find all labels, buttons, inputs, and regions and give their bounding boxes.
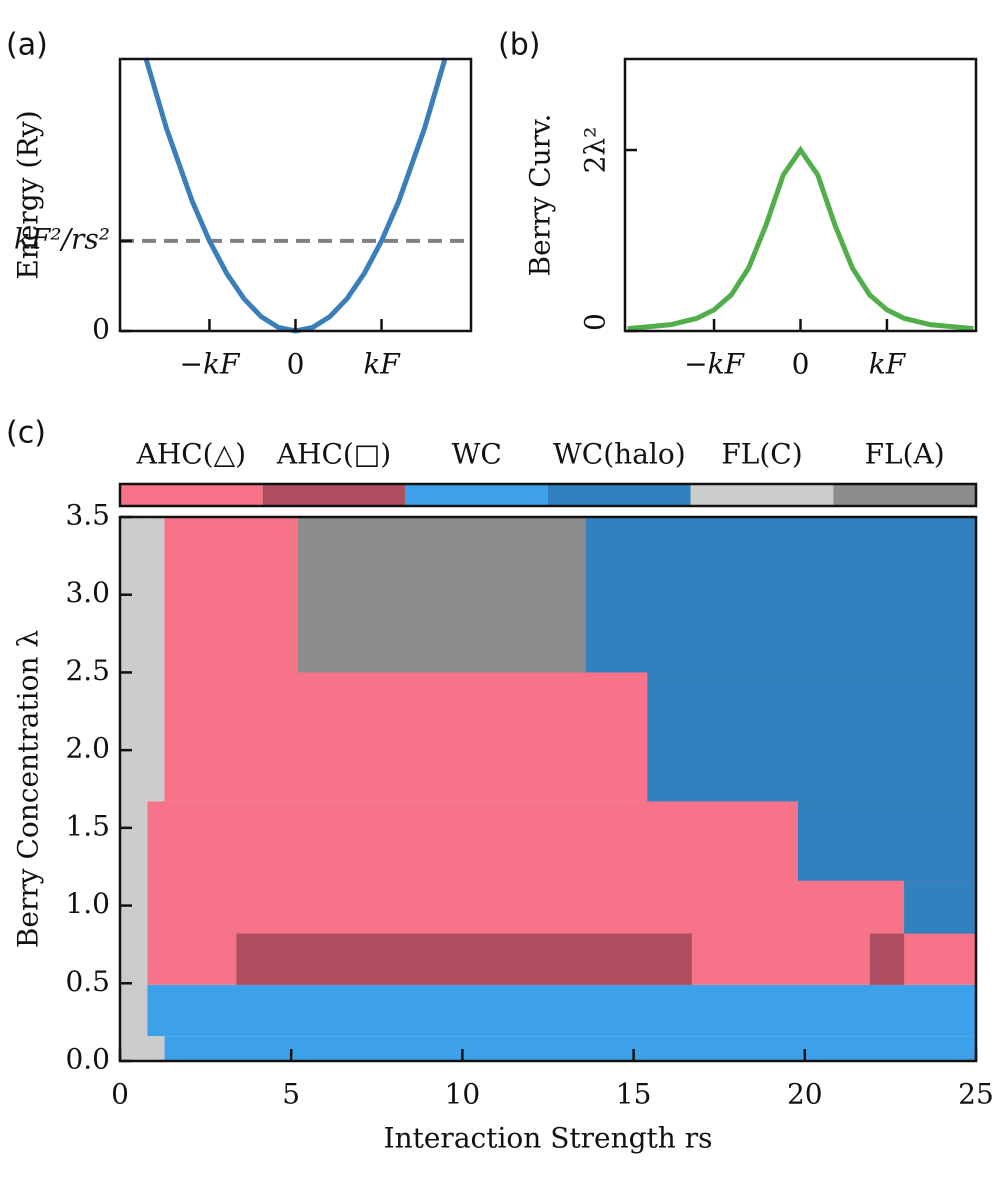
x-tick-label: 5: [282, 1078, 300, 1111]
phase-region: [904, 880, 976, 934]
y-tick-label: 2.5: [65, 654, 110, 687]
line-series: [627, 145, 974, 332]
panel-label: (a): [6, 28, 48, 63]
legend-swatch: [405, 484, 548, 506]
phase-region: [164, 1036, 977, 1061]
legend-swatch: [262, 484, 406, 506]
y-tick-label: 3.5: [65, 499, 110, 532]
x-tick-label: 0: [111, 1078, 129, 1111]
phase-region: [585, 517, 976, 673]
y-tick-label: 0: [579, 313, 612, 331]
x-tick-label: 15: [616, 1078, 652, 1111]
y-tick-label: 1.5: [65, 809, 110, 842]
legend-label: WC(halo): [553, 438, 686, 471]
phase-region: [147, 984, 977, 1037]
x-tick-label: 0: [287, 348, 305, 381]
legend-swatch: [833, 484, 976, 506]
y-axis-label: Energy (Ry): [12, 110, 45, 279]
phase-region: [147, 1036, 165, 1061]
x-tick-label: 20: [787, 1078, 823, 1111]
panel-label: (b): [498, 28, 540, 63]
legend-swatch: [120, 484, 263, 506]
legend-label: AHC(△): [136, 438, 246, 471]
phase-region: [298, 517, 586, 673]
y-axis-label: Berry Concentration λ: [12, 630, 45, 948]
y-tick-label: kF²/rs²: [14, 222, 110, 255]
y-tick-label: 0: [92, 313, 110, 346]
y-axis-label: Berry Curv.: [524, 114, 557, 277]
x-tick-label: −kF: [180, 348, 241, 381]
legend-label: FL(A): [865, 438, 945, 471]
y-tick-label: 3.0: [65, 576, 110, 609]
y-tick-label: 0.0: [65, 1043, 110, 1076]
x-tick-label: 0: [792, 348, 810, 381]
legend-frame: [118, 482, 978, 508]
plot-frame: [623, 57, 978, 333]
y-tick-label: 2.0: [65, 732, 110, 765]
legend-label: AHC(□): [276, 438, 391, 471]
plot-frame: [118, 515, 978, 1063]
phase-region: [147, 517, 165, 802]
x-tick-label: 25: [958, 1078, 994, 1111]
legend-swatch: [690, 484, 834, 506]
x-tick-label: −kF: [684, 348, 745, 381]
legend-label: WC: [452, 438, 502, 471]
panel-label: (c): [6, 416, 46, 451]
legend-swatch: [548, 484, 691, 506]
x-tick-label: kF: [363, 348, 401, 381]
phase-region: [647, 672, 976, 802]
y-tick-label: 0.5: [65, 965, 110, 998]
x-tick-label: kF: [869, 348, 907, 381]
plot-frame: [118, 57, 473, 333]
phase-region: [120, 517, 148, 1061]
y-tick-label: 1.0: [65, 887, 110, 920]
phase-region: [236, 933, 692, 985]
y-tick-label: 2λ²: [579, 127, 612, 174]
legend-label: FL(C): [721, 438, 802, 471]
x-axis-label: Interaction Strength rs: [384, 1122, 713, 1155]
phase-region: [869, 933, 905, 985]
line-series: [143, 57, 448, 334]
x-tick-label: 10: [445, 1078, 481, 1111]
phase-region: [797, 801, 976, 881]
